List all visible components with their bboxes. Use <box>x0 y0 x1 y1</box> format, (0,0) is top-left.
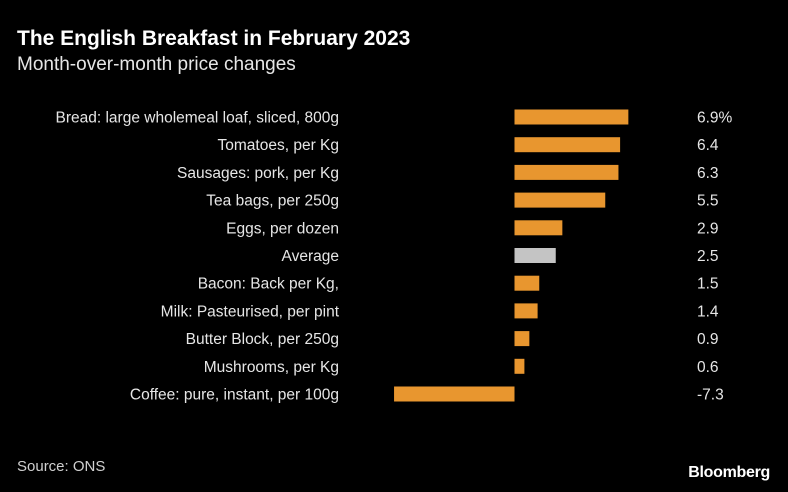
bar <box>394 386 515 402</box>
category-label: Milk: Pasteurised, per pint <box>161 303 340 320</box>
value-label: 5.5 <box>697 193 719 210</box>
bar <box>514 164 619 180</box>
value-label: 2.5 <box>697 248 719 265</box>
bar <box>514 331 530 347</box>
category-label: Bread: large wholemeal loaf, sliced, 800… <box>56 110 339 127</box>
bloomberg-logo: Bloomberg <box>688 464 770 481</box>
value-label: 6.9% <box>697 110 733 127</box>
average-bar <box>514 248 556 263</box>
category-label: Mushrooms, per Kg <box>204 359 339 376</box>
category-label: Bacon: Back per Kg, <box>198 276 339 293</box>
source-note: Source: ONS <box>17 458 106 475</box>
bar <box>514 109 629 125</box>
category-label: Tea bags, per 250g <box>206 193 339 210</box>
category-label: Coffee: pure, instant, per 100g <box>130 387 339 404</box>
value-label: 6.3 <box>697 165 719 182</box>
value-label: 0.9 <box>697 331 719 348</box>
value-label: 2.9 <box>697 220 719 237</box>
category-label: Butter Block, per 250g <box>186 331 339 348</box>
category-label: Tomatoes, per Kg <box>218 137 339 154</box>
bar <box>514 303 538 319</box>
category-label: Average <box>282 248 339 265</box>
value-label: 0.6 <box>697 359 719 376</box>
value-label: 1.5 <box>697 276 719 293</box>
bar <box>514 275 540 291</box>
value-label: 1.4 <box>697 303 719 320</box>
chart-subtitle: Month-over-month price changes <box>17 54 296 75</box>
category-label: Sausages: pork, per Kg <box>177 165 339 182</box>
bar <box>514 137 621 153</box>
bar <box>514 192 606 208</box>
value-label: 6.4 <box>697 137 719 154</box>
category-label: Eggs, per dozen <box>226 220 339 237</box>
bar <box>514 220 563 236</box>
bar <box>514 358 525 374</box>
value-label: -7.3 <box>697 387 724 404</box>
chart-title: The English Breakfast in February 2023 <box>17 27 411 50</box>
